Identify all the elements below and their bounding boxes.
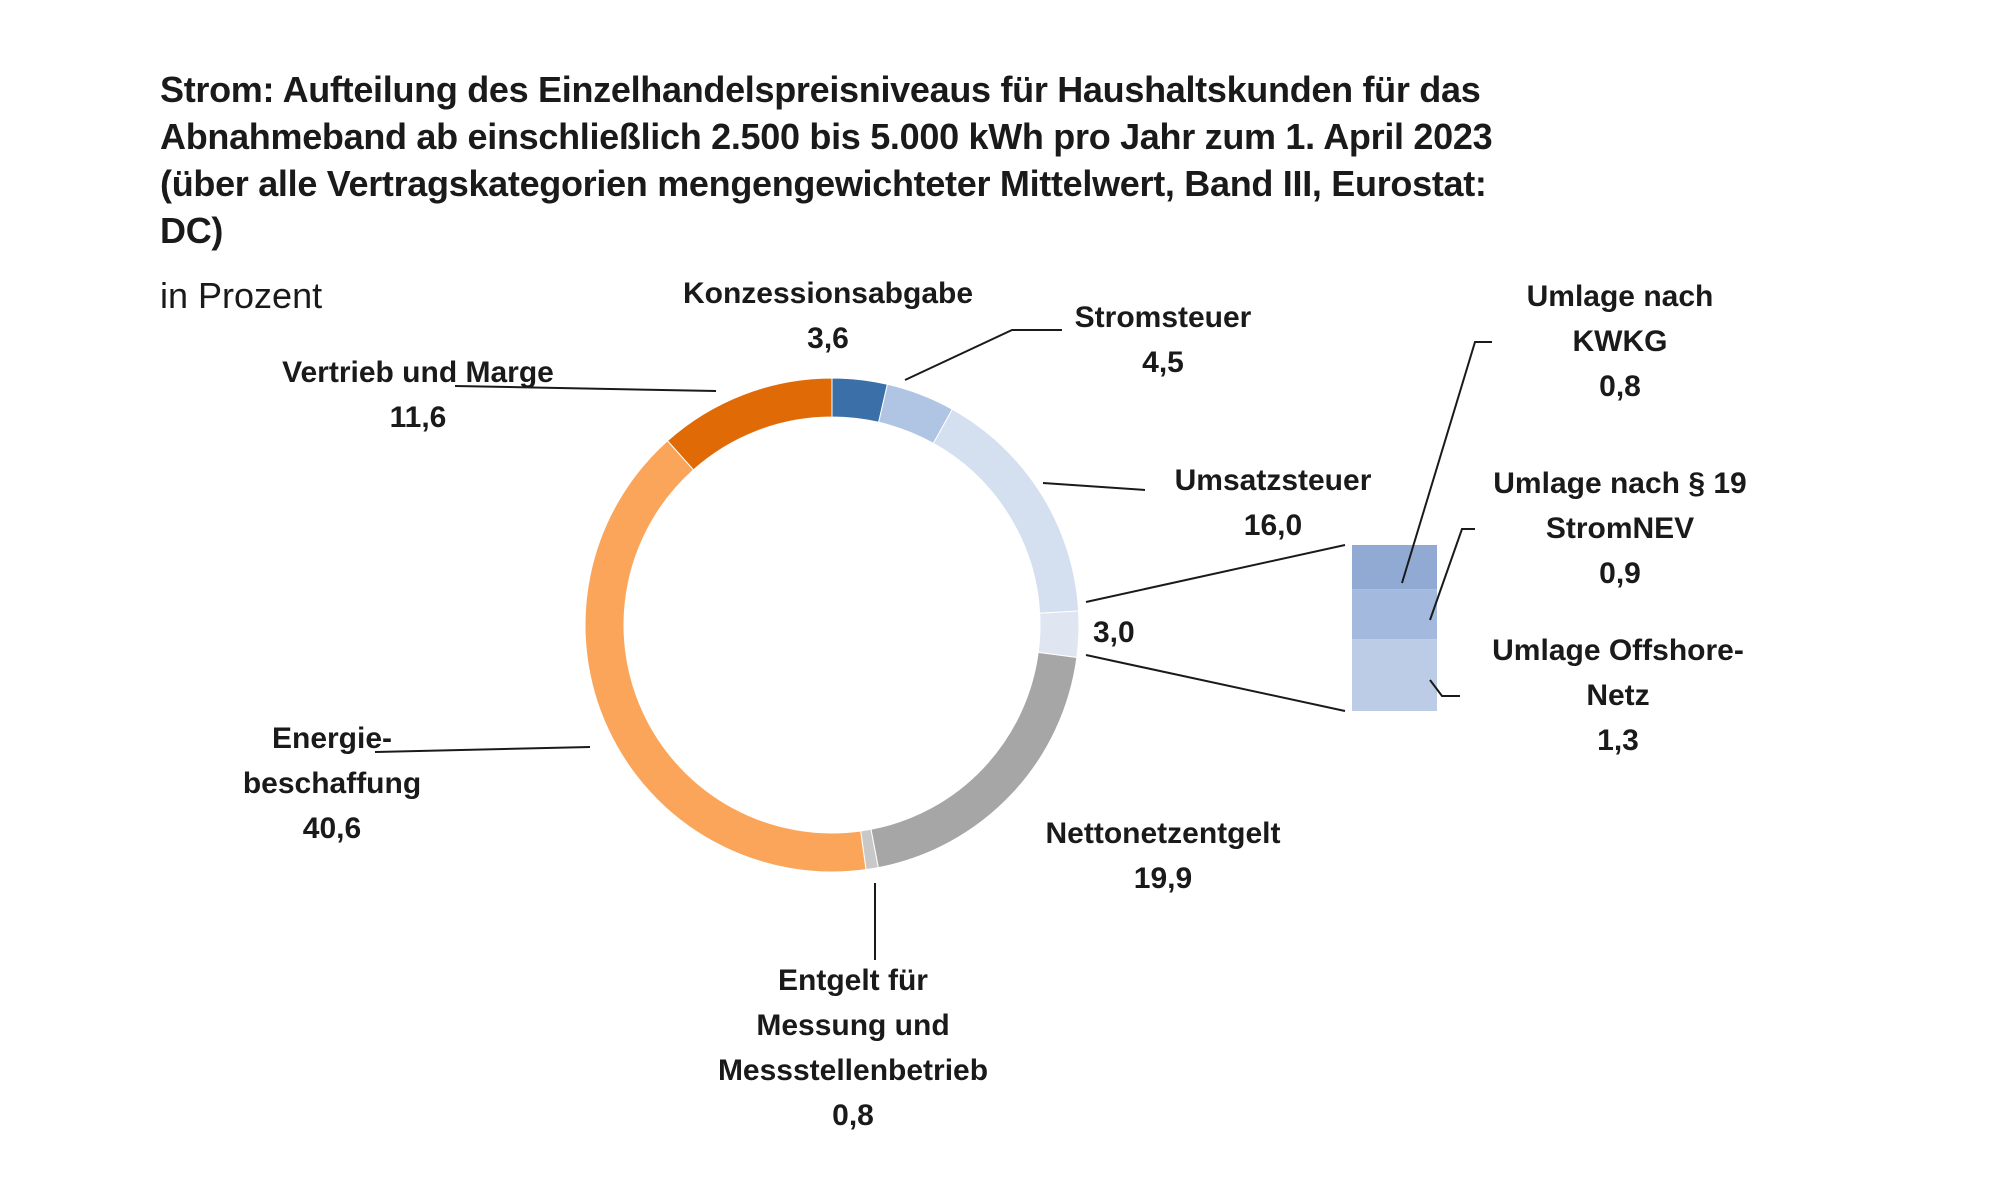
breakout-segment-umlage-nach-kwkg bbox=[1352, 545, 1437, 590]
label-umlage-offshore-netz: Umlage Offshore-Netz 1,3 bbox=[1492, 634, 1744, 757]
leader-line bbox=[1085, 544, 1346, 603]
leader-line bbox=[1429, 679, 1460, 697]
title-line: Strom: Aufteilung des Einzelhandelspreis… bbox=[160, 69, 1481, 110]
leader-line bbox=[454, 385, 717, 392]
donut-segment-sonstige-umlagen bbox=[1037, 610, 1080, 659]
leader-line bbox=[1042, 482, 1146, 491]
label-umlage-nach-19-stromnev: Umlage nach § 19 StromNEV 0,9 bbox=[1493, 467, 1746, 590]
breakout-bar bbox=[1352, 545, 1437, 711]
chart-title: Strom: Aufteilung des Einzelhandelspreis… bbox=[160, 66, 1720, 254]
leader-line bbox=[1429, 528, 1475, 621]
label-vertrieb-und-marge: Vertrieb und Marge 11,6 bbox=[282, 356, 554, 434]
label-entgelt-f-r-messung-und-messstellenbetrieb: Entgelt für Messung und Messstellenbetrieb… bbox=[718, 964, 988, 1132]
donut-segment-umsatzsteuer bbox=[932, 408, 1080, 614]
label-umlagen-total: 3,0 bbox=[1093, 616, 1135, 649]
label-energie-beschaffung: Energie-beschaffung 40,6 bbox=[243, 722, 421, 845]
donut-segment-vertrieb-und-marge bbox=[666, 377, 833, 471]
title-line: DC) bbox=[160, 210, 224, 251]
breakout-segment-umlage-nach-19-stromnev bbox=[1352, 589, 1437, 640]
leader-line bbox=[374, 746, 591, 753]
label-konzessionsabgabe: Konzessionsabgabe 3,6 bbox=[683, 277, 973, 355]
label-stromsteuer: Stromsteuer 4,5 bbox=[1075, 301, 1252, 379]
donut-segments bbox=[584, 377, 1080, 873]
leader-line bbox=[1401, 341, 1492, 584]
label-umlage-nach-kwkg: Umlage nach KWKG 0,8 bbox=[1527, 280, 1714, 403]
leader-line bbox=[1085, 654, 1346, 712]
chart-subtitle: in Prozent bbox=[160, 275, 323, 316]
label-nettonetzentgelt: Nettonetzentgelt 19,9 bbox=[1046, 817, 1281, 895]
donut-segment-konzessionsabgabe bbox=[831, 377, 888, 423]
label-umsatzsteuer: Umsatzsteuer 16,0 bbox=[1175, 464, 1372, 542]
title-line: Abnahmeband ab einschließlich 2.500 bis … bbox=[160, 116, 1493, 157]
leader-lines bbox=[374, 329, 1492, 960]
title-line: (über alle Vertragskategorien mengengewi… bbox=[160, 163, 1487, 204]
donut-segment-energie-beschaffung bbox=[584, 440, 867, 873]
leader-line bbox=[904, 329, 1062, 381]
data-labels: Konzessionsabgabe 3,6 Stromsteuer 4,5 Umsatz… bbox=[243, 277, 1747, 1132]
breakout-segment-umlage-offshore-netz bbox=[1352, 639, 1437, 711]
